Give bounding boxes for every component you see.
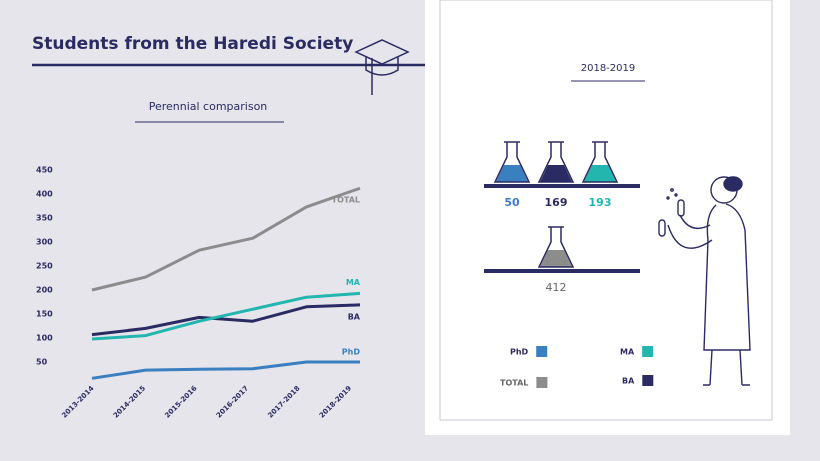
flask-liquid — [496, 165, 528, 182]
y-tick-label: 200 — [36, 286, 53, 295]
y-tick-label: 150 — [36, 310, 53, 319]
flask-liquid — [540, 250, 572, 267]
x-tick-label: 2013-2014 — [60, 384, 95, 419]
y-tick-label: 300 — [36, 238, 53, 247]
legend-label: MA — [620, 348, 635, 357]
y-tick-label: 50 — [36, 358, 48, 367]
legend-swatch — [536, 377, 548, 388]
legend-swatch — [642, 375, 654, 386]
flask-liquid — [540, 165, 572, 182]
series-line — [91, 291, 361, 341]
legend-label: TOTAL — [500, 379, 528, 388]
flask — [581, 141, 619, 183]
x-tick-label: 2015-2016 — [163, 384, 198, 419]
legend-swatch — [536, 346, 548, 357]
x-tick-label: 2018-2019 — [318, 384, 353, 419]
series-label: BA — [348, 312, 361, 321]
series-label: MA — [346, 278, 361, 287]
side-card-border — [439, 0, 773, 421]
value-label: 412 — [546, 281, 567, 294]
x-tick-label: 2016-2017 — [215, 384, 250, 419]
value-label: 50 — [504, 196, 520, 209]
year-label: 2018-2019 — [581, 63, 636, 74]
flask — [537, 141, 575, 183]
legend-label: BA — [622, 377, 635, 386]
y-tick-label: 250 — [36, 262, 53, 271]
series-line — [91, 186, 361, 292]
legend-swatch — [642, 346, 654, 357]
series-line — [91, 360, 360, 380]
series-line — [91, 303, 361, 337]
side-card — [425, 0, 790, 435]
chart-subtitle: Perennial comparison — [149, 100, 268, 113]
flask-liquid — [584, 165, 616, 182]
y-tick-label: 450 — [36, 166, 53, 175]
series-label: PhD — [342, 348, 361, 357]
graduation-cap — [354, 39, 410, 95]
flask — [493, 141, 531, 183]
y-tick-label: 400 — [36, 190, 53, 199]
y-tick-label: 100 — [36, 334, 53, 343]
chart-title: Students from the Haredi Society — [32, 34, 353, 54]
y-tick-label: 350 — [36, 214, 53, 223]
flask — [537, 226, 575, 268]
series-label: TOTAL — [332, 196, 360, 205]
scientist — [658, 176, 751, 386]
legend-label: PhD — [510, 348, 529, 357]
value-label: 193 — [589, 196, 612, 209]
x-tick-label: 2017-2018 — [266, 384, 301, 419]
x-tick-label: 2014-2015 — [112, 384, 147, 419]
value-label: 169 — [545, 196, 568, 209]
